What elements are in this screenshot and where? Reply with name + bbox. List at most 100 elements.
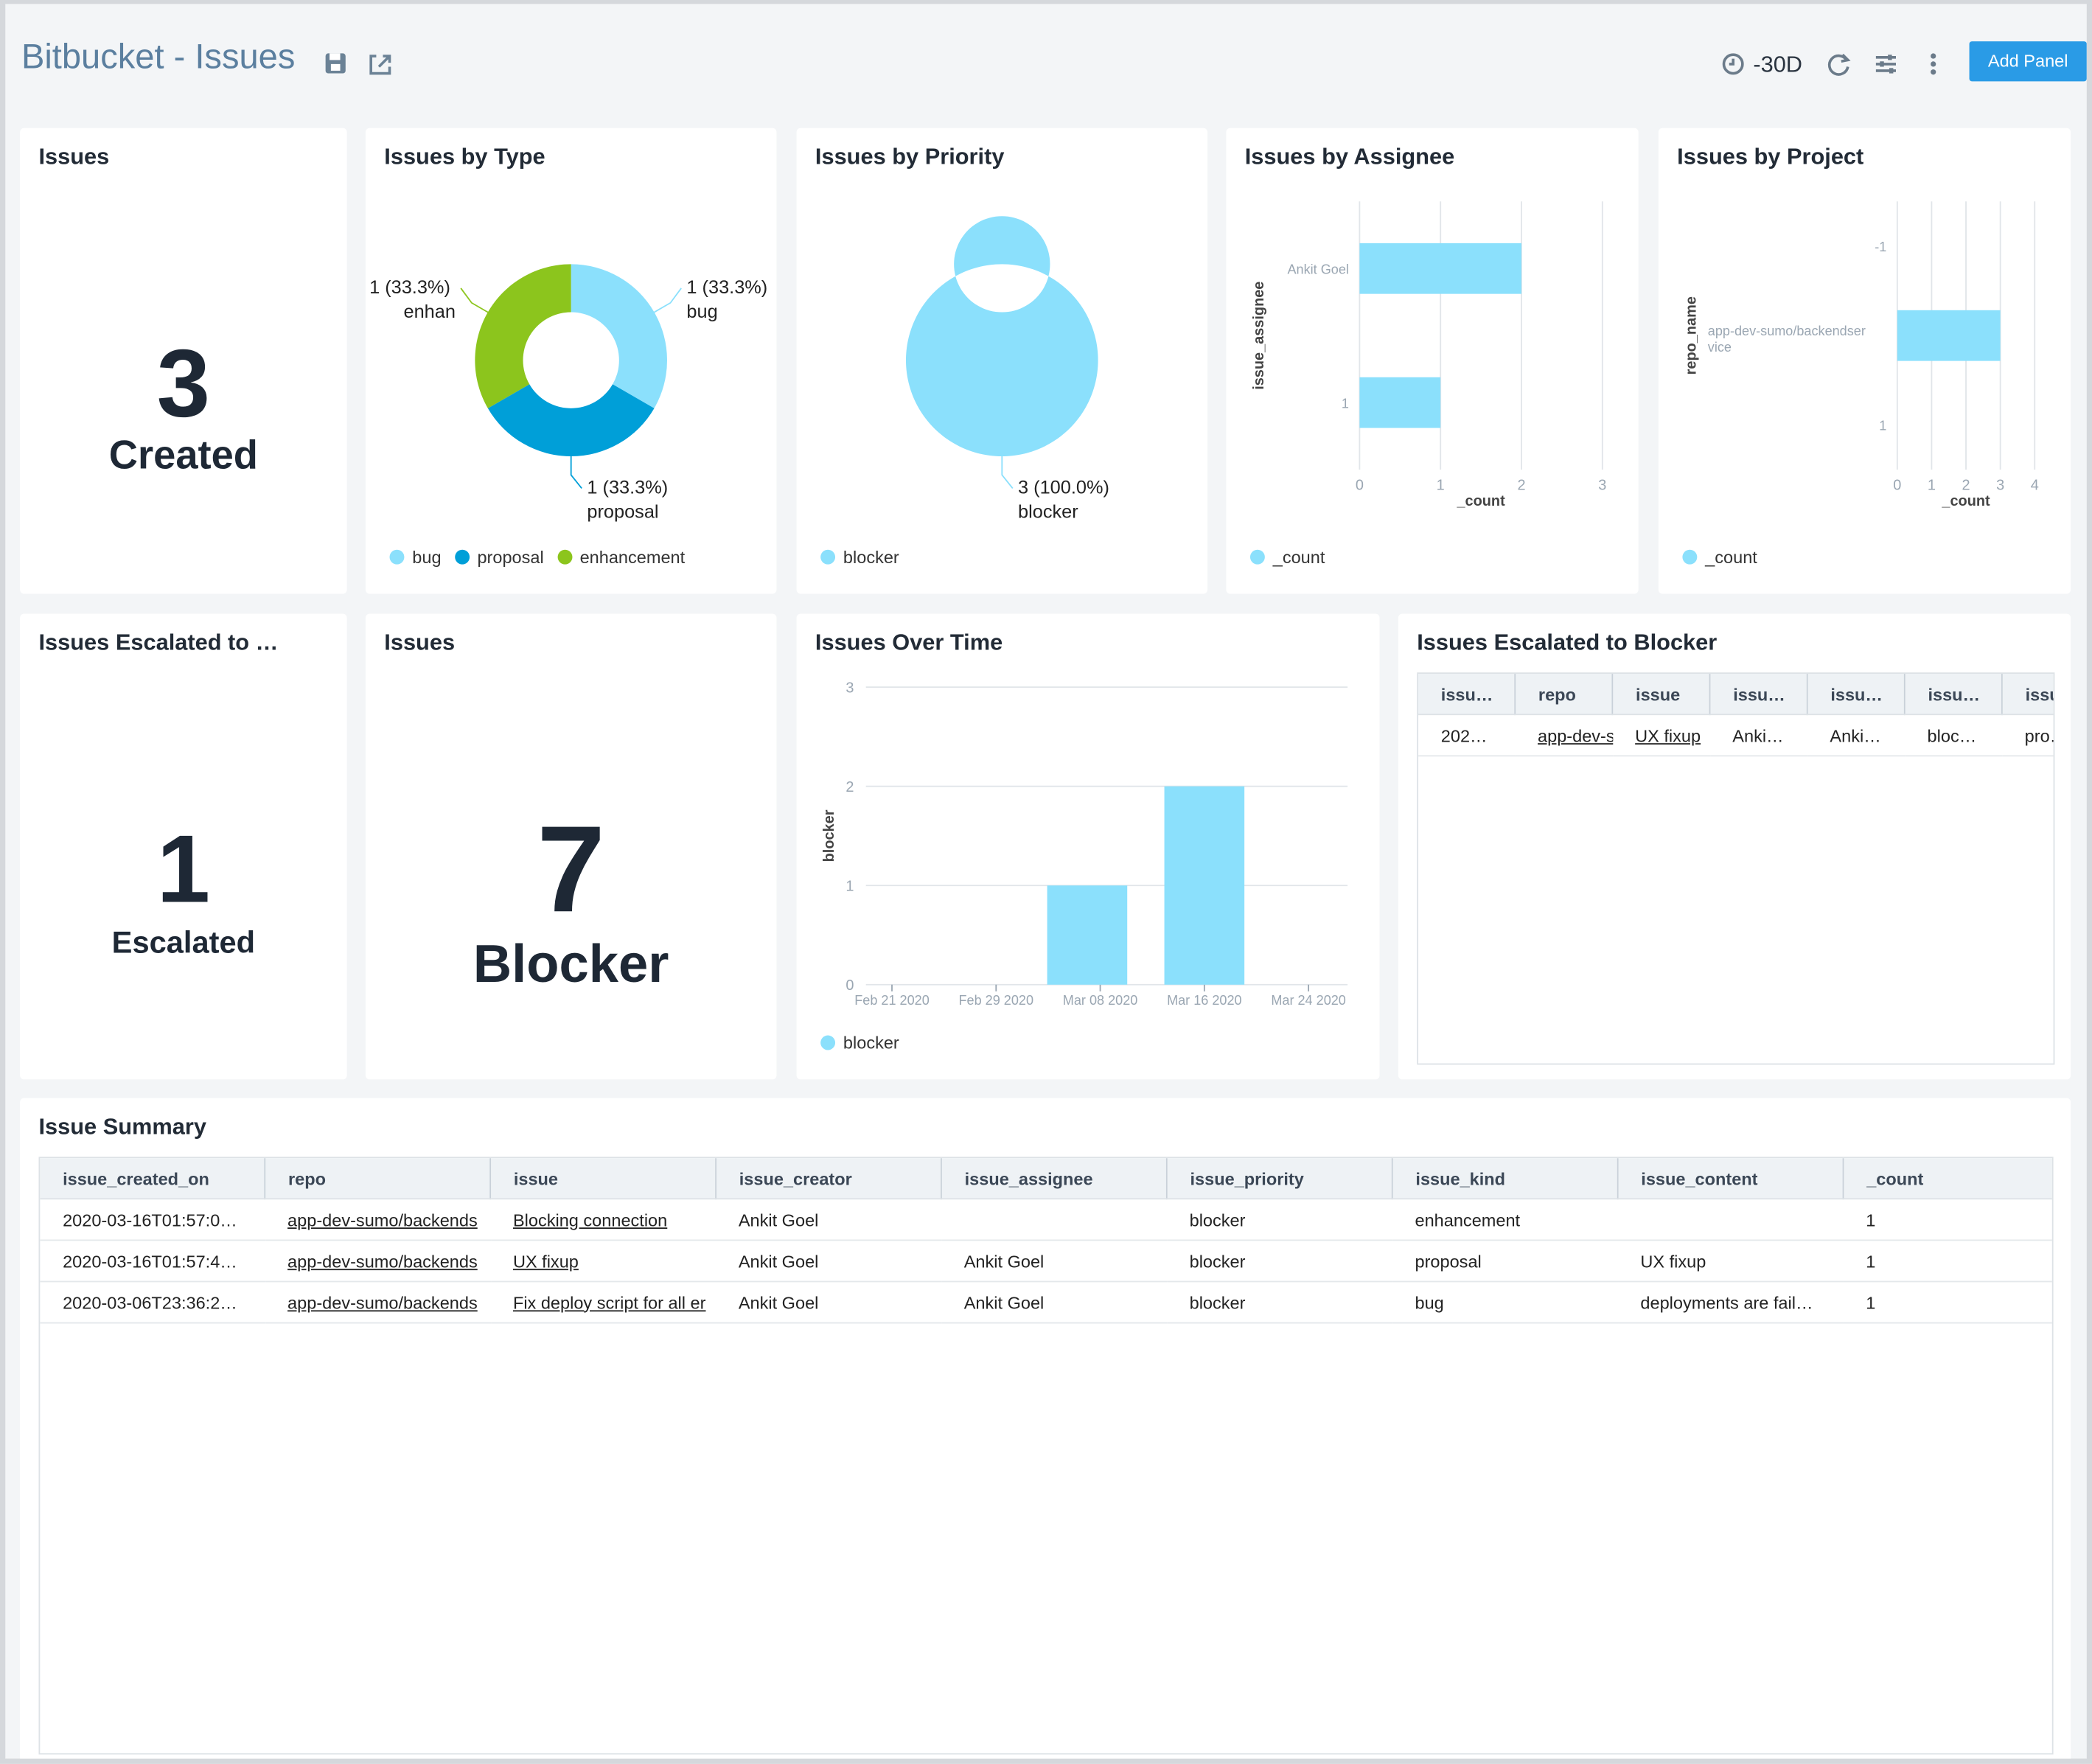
add-panel-button[interactable]: Add Panel bbox=[1969, 41, 2087, 82]
table-row: 2020-03-16T01:57:4… app-dev-sumo/backends… bbox=[40, 1240, 2052, 1283]
panel-title: Issues Escalated to Blocker bbox=[1417, 630, 1718, 655]
y-tick-label: 1 bbox=[845, 878, 854, 894]
table-cell: 1 bbox=[1843, 1281, 2052, 1324]
table-cell: Ankit Goel bbox=[716, 1199, 941, 1241]
table-link[interactable]: app-dev-sumo/backends bbox=[265, 1281, 491, 1324]
stat-value: 7 bbox=[537, 801, 605, 938]
table-cell: deployments are fail… bbox=[1617, 1281, 1844, 1324]
table-link[interactable]: UX fixup bbox=[1612, 714, 1710, 757]
legend-swatch bbox=[454, 549, 470, 565]
stat-value: 1 bbox=[156, 816, 211, 924]
panel: Issue Summary issue_created_on repo issue is… bbox=[20, 1098, 2071, 1759]
stat-label: Escalated bbox=[111, 924, 256, 959]
title-icons[interactable] bbox=[323, 49, 403, 79]
panel: Issues 7 Blocker bbox=[365, 613, 777, 1080]
bar-chart: 0 1 2 3 Feb 21 2020 Feb 29 2020 Mar 08 2020 Mar… bbox=[821, 680, 1348, 1008]
table-cell: Anki… bbox=[1807, 714, 1905, 757]
column-header: issue_kind bbox=[1392, 1158, 1619, 1200]
column-header: repo bbox=[265, 1158, 492, 1200]
y-tick-label: 1 bbox=[1342, 396, 1349, 411]
x-tick-label: 2 bbox=[1962, 477, 1970, 493]
panel-title: Issues by Type bbox=[384, 144, 545, 170]
table-link[interactable]: app-dev-sumo/backends bbox=[265, 1240, 491, 1283]
table-row: 2020-03-16T01:57:0… app-dev-sumo/backends… bbox=[40, 1199, 2052, 1241]
table-cell bbox=[1617, 1199, 1844, 1241]
leader-line bbox=[1001, 453, 1014, 489]
column-header: issu… bbox=[1709, 674, 1808, 716]
table-cell bbox=[941, 1199, 1167, 1241]
legend-label: _count bbox=[1705, 547, 1757, 568]
legend-item: bug bbox=[389, 547, 442, 567]
column-header: issue_creator bbox=[716, 1158, 942, 1200]
table-cell: pro… bbox=[2001, 714, 2054, 757]
y-tick-label: app-dev-sumo/backendser vice bbox=[1708, 324, 1866, 355]
toolbar-icons[interactable] bbox=[1825, 49, 1950, 79]
legend-swatch bbox=[1682, 549, 1698, 565]
table-link[interactable]: Blocking connection bbox=[490, 1199, 716, 1241]
x-tick-label: 3 bbox=[1598, 477, 1606, 493]
legend-swatch bbox=[389, 549, 405, 565]
stat-value: 3 bbox=[156, 330, 211, 438]
legend-label: blocker bbox=[843, 547, 899, 568]
legend-item: _count bbox=[1682, 547, 1757, 567]
y-tick-label: -1 bbox=[1875, 240, 1886, 254]
legend: blocker bbox=[820, 1033, 913, 1053]
panel: Issues by Assignee 0 1 2 3 Ankit Goel 1 _count i… bbox=[1226, 128, 1639, 594]
x-tick-label: Mar 16 2020 bbox=[1167, 993, 1242, 1008]
x-tick-label: Feb 21 2020 bbox=[854, 993, 930, 1008]
donut-chart: 1 (33.3%) bug 1 (33.3%) proposal 1 (33.3%)… bbox=[369, 264, 773, 523]
table-cell: Anki… bbox=[1709, 714, 1807, 757]
bar-chart: 0 1 2 3 Ankit Goel 1 _count issue_assignee bbox=[1251, 201, 1606, 509]
legend: _count bbox=[1682, 547, 1771, 567]
bar-chart: 0 1 2 3 4 -1 app-dev-sumo/backendser vice 1 _coun… bbox=[1684, 201, 2039, 509]
column-header: issu… bbox=[1904, 674, 2003, 716]
column-header: issu… bbox=[1418, 674, 1516, 716]
panel-title: Issues bbox=[38, 144, 110, 170]
header-row: issue_created_on repo issue issue_creator is… bbox=[40, 1158, 2052, 1200]
panel-title: Issue Summary bbox=[38, 1114, 206, 1140]
legend-swatch bbox=[1249, 549, 1265, 565]
panel: Issues Escalated to … 1 Escalated bbox=[20, 613, 347, 1080]
table-cell: UX fixup bbox=[1617, 1240, 1844, 1283]
table-link[interactable]: Fix deploy script for all er bbox=[490, 1281, 716, 1324]
stat-label: Blocker bbox=[473, 935, 669, 994]
table-cell: Ankit Goel bbox=[716, 1240, 941, 1283]
leader-line bbox=[651, 287, 682, 315]
table-link[interactable]: UX fixup bbox=[490, 1240, 716, 1283]
table-cell: Ankit Goel bbox=[716, 1281, 941, 1324]
legend-item: proposal bbox=[454, 547, 544, 567]
panel: Issues by Priority 3 (100.0%) blocker bloc… bbox=[796, 128, 1208, 594]
table-cell: blocker bbox=[1166, 1199, 1392, 1241]
legend-item: enhancement bbox=[557, 547, 685, 567]
donut-chart: 3 (100.0%) blocker bbox=[905, 216, 1115, 522]
legend-swatch bbox=[820, 549, 836, 565]
donut-slice bbox=[475, 264, 571, 408]
table-link[interactable]: app-dev-sumo/backends bbox=[265, 1199, 491, 1241]
table-cell: 2020-03-16T01:57:4… bbox=[40, 1240, 265, 1283]
table-row: 2020-03-06T23:36:2… app-dev-sumo/backends… bbox=[40, 1281, 2052, 1324]
column-header: issue_priority bbox=[1166, 1158, 1393, 1200]
x-tick-label: 0 bbox=[1356, 477, 1364, 493]
panel-title: Issues by Priority bbox=[815, 144, 1005, 170]
legend: blocker bbox=[820, 547, 913, 567]
y-axis-label: blocker bbox=[821, 809, 837, 862]
column-header: issue_content bbox=[1617, 1158, 1844, 1200]
x-tick-label: 3 bbox=[1996, 477, 2004, 493]
legend-item: blocker bbox=[820, 547, 899, 567]
table-cell: 202… bbox=[1418, 714, 1516, 757]
legend-swatch bbox=[820, 1035, 836, 1050]
slice-label: 1 (33.3%) proposal bbox=[587, 478, 673, 523]
bar bbox=[1359, 243, 1522, 294]
x-tick-label: 1 bbox=[1928, 477, 1936, 493]
y-tick-label: 3 bbox=[845, 680, 854, 696]
time-range[interactable]: -30D bbox=[1753, 52, 1803, 77]
table: issue_created_on repo issue issue_creator is… bbox=[38, 1157, 2054, 1755]
table-cell: enhancement bbox=[1392, 1199, 1618, 1241]
table-cell: bloc… bbox=[1904, 714, 2002, 757]
bar bbox=[1359, 377, 1441, 428]
table-link[interactable]: app-dev-s bbox=[1515, 714, 1613, 757]
